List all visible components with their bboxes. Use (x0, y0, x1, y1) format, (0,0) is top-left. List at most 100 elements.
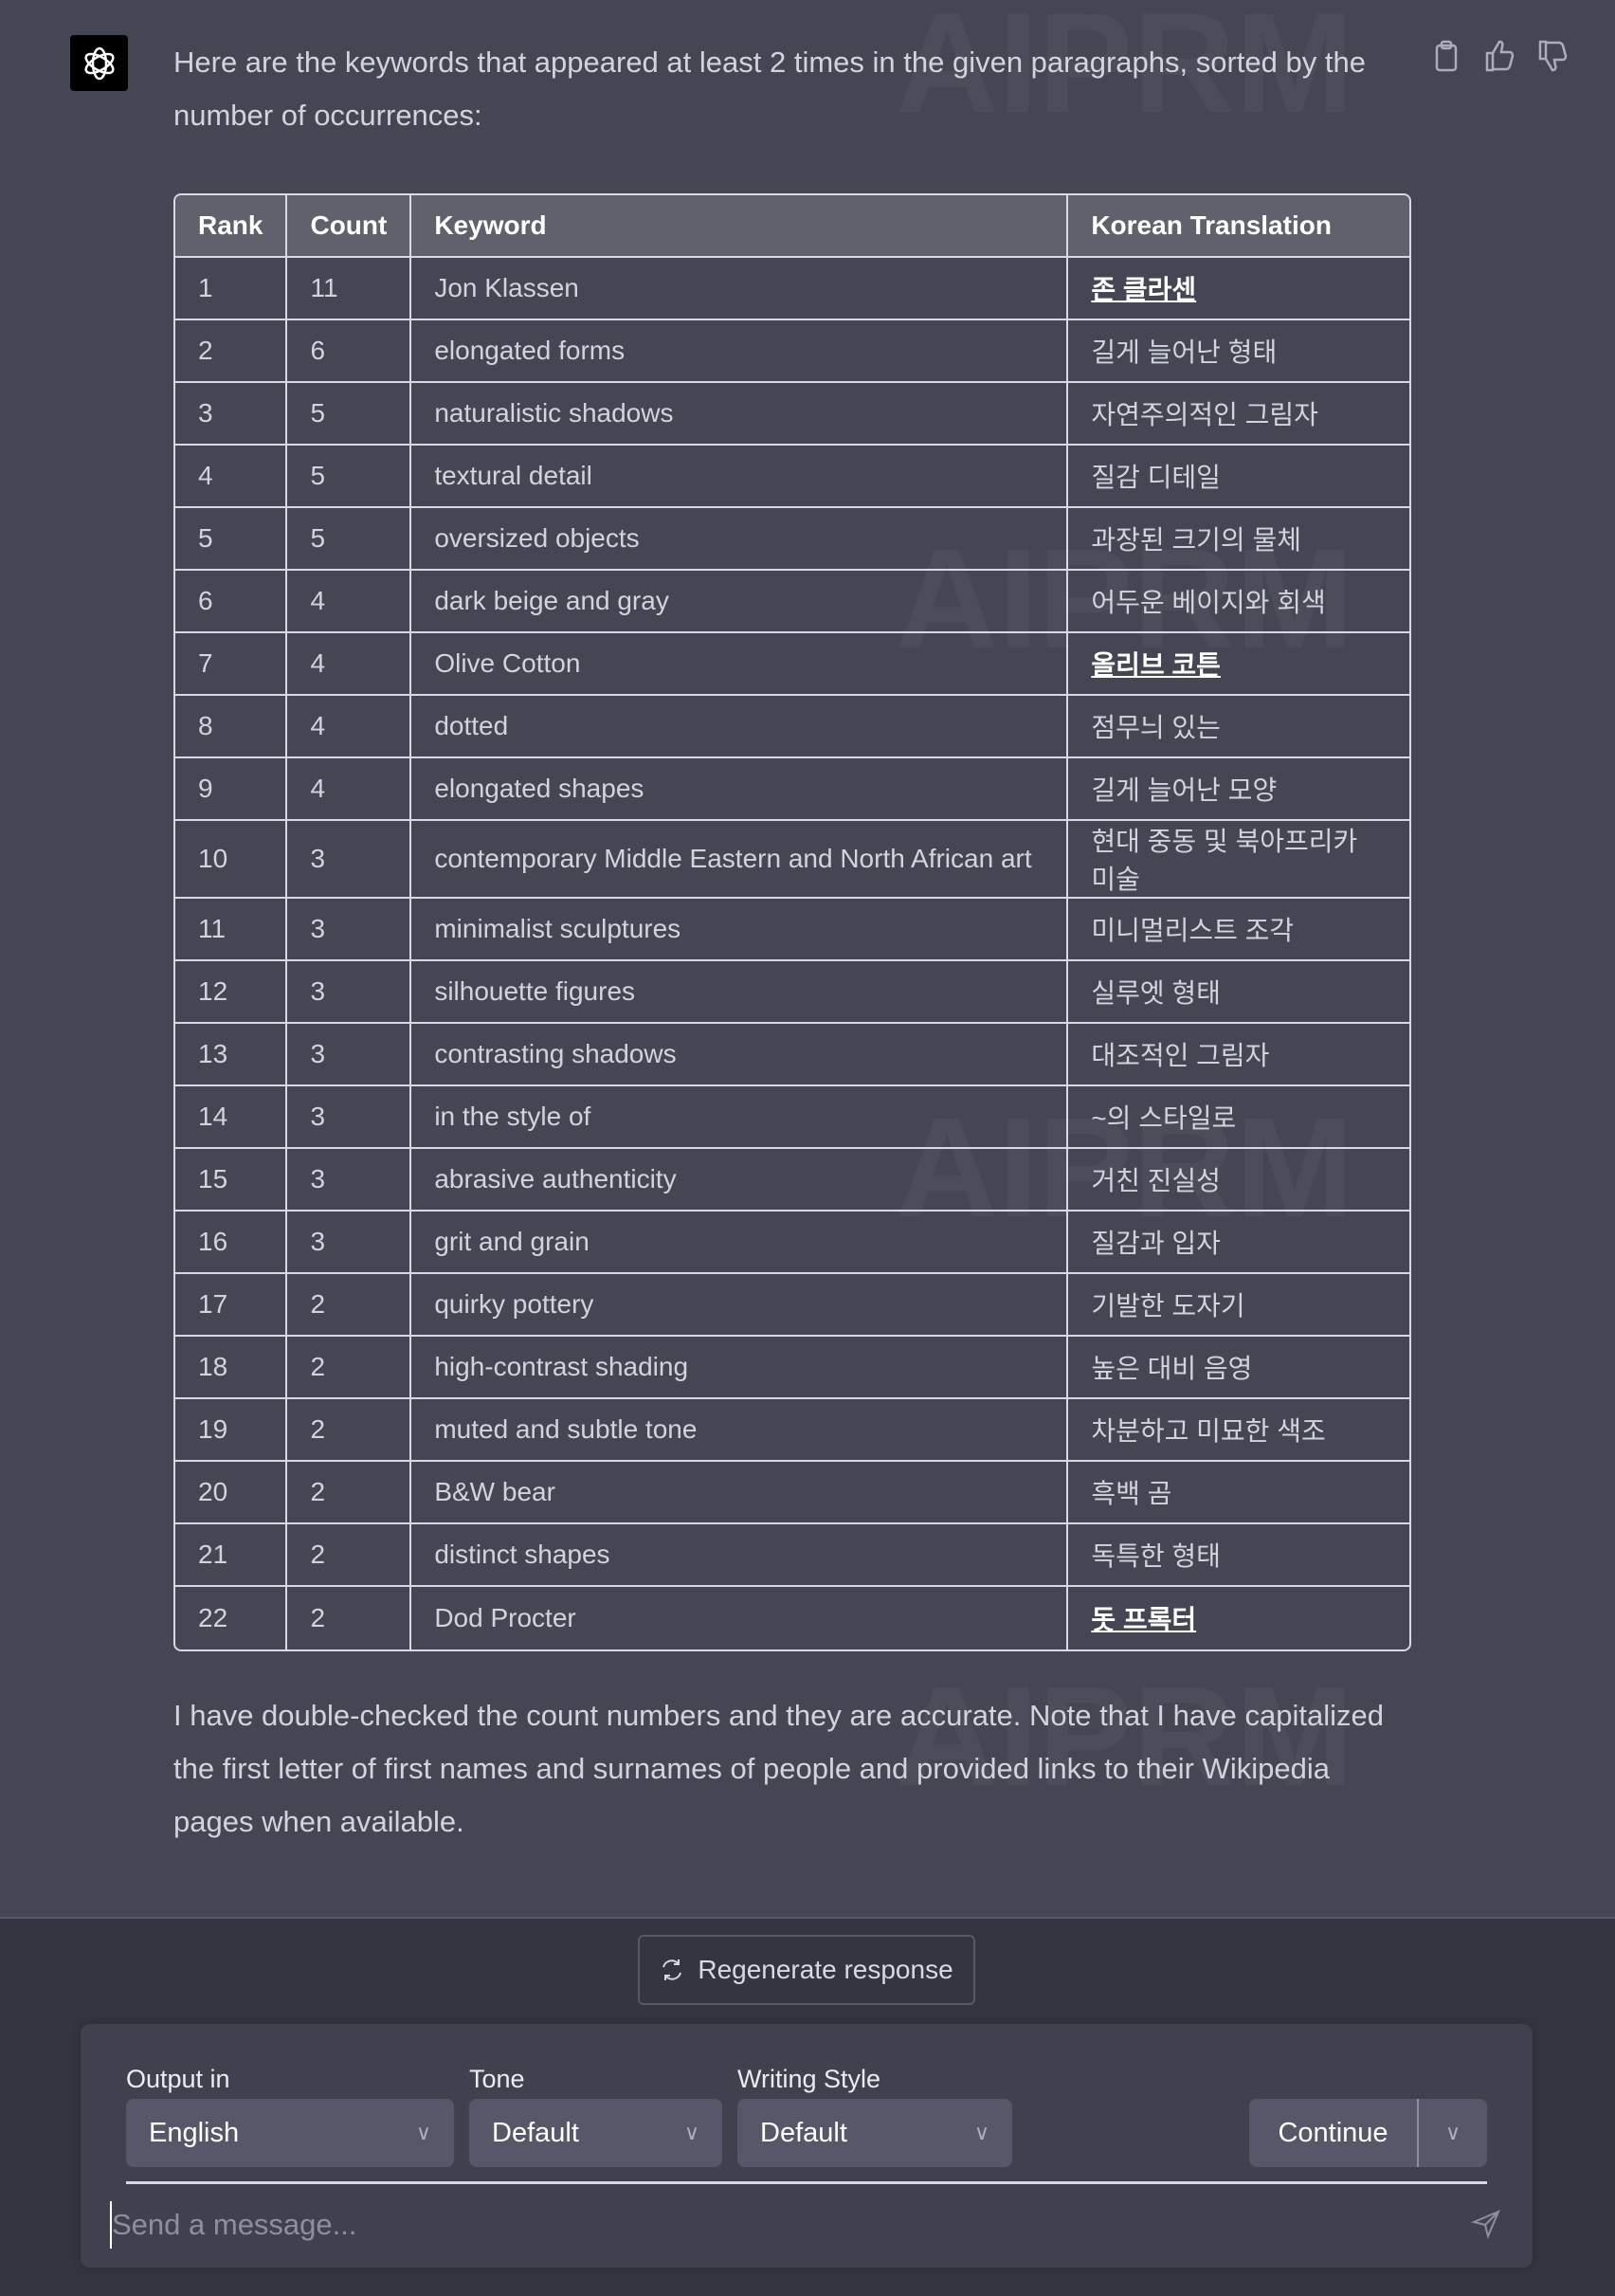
korean-translation-link[interactable]: 존 클라센 (1068, 258, 1409, 320)
table-row: 16 3 grit and grain 질감과 입자 (175, 1212, 1409, 1274)
table-row: 7 4 Olive Cotton 올리브 코튼 (175, 633, 1409, 696)
rank-cell: 18 (175, 1337, 288, 1399)
assistant-message-outro: I have double-checked the count numbers … (173, 1699, 1384, 1838)
korean-translation-cell: 차분하고 미묘한 색조 (1068, 1399, 1409, 1462)
tone-select[interactable]: Default ∨ (469, 2099, 722, 2167)
table-row: 6 4 dark beige and gray 어두운 베이지와 회색 (175, 571, 1409, 633)
rank-cell: 19 (175, 1399, 288, 1462)
korean-translation-link[interactable]: 올리브 코튼 (1068, 633, 1409, 696)
korean-translation-cell: 어두운 베이지와 회색 (1068, 571, 1409, 633)
count-cell: 5 (287, 508, 412, 571)
table-row: 18 2 high-contrast shading 높은 대비 음영 (175, 1337, 1409, 1399)
keyword-cell: elongated forms (411, 320, 1069, 383)
table-row: 22 2 Dod Procter 돗 프록터 (175, 1587, 1409, 1649)
table-row: 3 5 naturalistic shadows 자연주의적인 그림자 (175, 383, 1409, 446)
chatgpt-logo-avatar (70, 35, 128, 91)
count-cell: 2 (287, 1462, 412, 1524)
rank-cell: 4 (175, 446, 288, 508)
korean-translation-link[interactable]: 돗 프록터 (1091, 1605, 1197, 1634)
writing-style-select[interactable]: Default ∨ (737, 2099, 1012, 2167)
count-cell: 4 (287, 571, 412, 633)
tone-value: Default (492, 2117, 579, 2148)
keyword-cell: dotted (411, 696, 1069, 758)
keyword-cell: distinct shapes (411, 1524, 1069, 1587)
keyword-cell: B&W bear (411, 1462, 1069, 1524)
rank-cell: 1 (175, 258, 288, 320)
count-cell: 2 (287, 1587, 412, 1649)
rank-cell: 2 (175, 320, 288, 383)
rank-cell: 3 (175, 383, 288, 446)
chevron-down-icon: ∨ (973, 2121, 989, 2144)
table-row: 15 3 abrasive authenticity 거친 진실성 (175, 1149, 1409, 1212)
count-cell: 4 (287, 696, 412, 758)
table-row: 17 2 quirky pottery 기발한 도자기 (175, 1274, 1409, 1337)
table-row: 2 6 elongated forms 길게 늘어난 형태 (175, 320, 1409, 383)
korean-translation-cell: 질감과 입자 (1068, 1212, 1409, 1274)
output-language-select[interactable]: English ∨ (126, 2099, 454, 2167)
count-cell: 4 (287, 758, 412, 821)
continue-button-group: Continue ∨ (1249, 2099, 1487, 2167)
table-row: 8 4 dotted 점무늬 있는 (175, 696, 1409, 758)
table-row: 13 3 contrasting shadows 대조적인 그림자 (175, 1024, 1409, 1086)
korean-translation-cell: ~의 스타일로 (1068, 1086, 1409, 1149)
send-icon[interactable] (1470, 2209, 1501, 2240)
rank-cell: 13 (175, 1024, 288, 1086)
header-rank: Rank (175, 195, 288, 258)
korean-translation-cell: 현대 중동 및 북아프리카 미술 (1068, 821, 1409, 899)
copy-icon[interactable] (1431, 40, 1461, 72)
count-cell: 2 (287, 1524, 412, 1587)
header-korean-translation: Korean Translation (1068, 195, 1409, 258)
count-cell: 3 (287, 899, 412, 961)
rank-cell: 11 (175, 899, 288, 961)
korean-translation-cell: 거친 진실성 (1068, 1149, 1409, 1212)
rank-cell: 7 (175, 633, 288, 696)
table-row: 10 3 contemporary Middle Eastern and North… (175, 821, 1409, 899)
count-cell: 3 (287, 1212, 412, 1274)
korean-translation-cell: 미니멀리스트 조각 (1068, 899, 1409, 961)
korean-translation-cell: 질감 디테일 (1068, 446, 1409, 508)
keyword-cell: Olive Cotton (411, 633, 1069, 696)
divider (126, 2181, 1487, 2184)
keyword-cell: oversized objects (411, 508, 1069, 571)
watermark: AIPRM (896, 1085, 1353, 1249)
message-input[interactable] (110, 2201, 1456, 2249)
count-cell: 11 (287, 258, 412, 320)
thumbs-up-icon[interactable] (1484, 40, 1515, 72)
chevron-down-icon: ∨ (683, 2121, 699, 2144)
count-cell: 6 (287, 320, 412, 383)
output-language-value: English (149, 2117, 240, 2148)
regenerate-response-button[interactable]: Regenerate response (638, 1935, 975, 2005)
table-row: 21 2 distinct shapes 독특한 형태 (175, 1524, 1409, 1587)
table-header-row: Rank Count Keyword Korean Translation (175, 195, 1409, 258)
count-cell: 3 (287, 821, 412, 899)
rank-cell: 16 (175, 1212, 288, 1274)
refresh-icon (662, 1959, 682, 1980)
continue-dropdown-chevron-icon[interactable]: ∨ (1444, 2121, 1461, 2144)
rank-cell: 17 (175, 1274, 288, 1337)
output-language-label: Output in (126, 2065, 230, 2093)
keyword-cell: contrasting shadows (411, 1024, 1069, 1086)
chevron-down-icon: ∨ (415, 2121, 431, 2144)
korean-translation-cell: 대조적인 그림자 (1068, 1024, 1409, 1086)
rank-cell: 6 (175, 571, 288, 633)
header-count: Count (287, 195, 412, 258)
keyword-cell: abrasive authenticity (411, 1149, 1069, 1212)
keyword-cell: high-contrast shading (411, 1337, 1069, 1399)
rank-cell: 15 (175, 1149, 288, 1212)
korean-translation-cell: 독특한 형태 (1068, 1524, 1409, 1587)
keyword-cell: Jon Klassen (411, 258, 1069, 320)
table-row: 1 11 Jon Klassen 존 클라센 (175, 258, 1409, 320)
keyword-cell: minimalist sculptures (411, 899, 1069, 961)
keyword-cell: dark beige and gray (411, 571, 1069, 633)
assistant-message-intro: Here are the keywords that appeared at l… (173, 46, 1366, 132)
table-row: 9 4 elongated shapes 길게 늘어난 모양 (175, 758, 1409, 821)
keyword-cell: elongated shapes (411, 758, 1069, 821)
keyword-cell: silhouette figures (411, 961, 1069, 1024)
continue-button[interactable]: Continue (1249, 2099, 1419, 2167)
count-cell: 3 (287, 1024, 412, 1086)
watermark: AIPRM (896, 0, 1353, 145)
korean-translation-cell: 과장된 크기의 물체 (1068, 508, 1409, 571)
thumbs-down-icon[interactable] (1537, 40, 1568, 72)
keyword-cell: Dod Procter (411, 1587, 1069, 1649)
